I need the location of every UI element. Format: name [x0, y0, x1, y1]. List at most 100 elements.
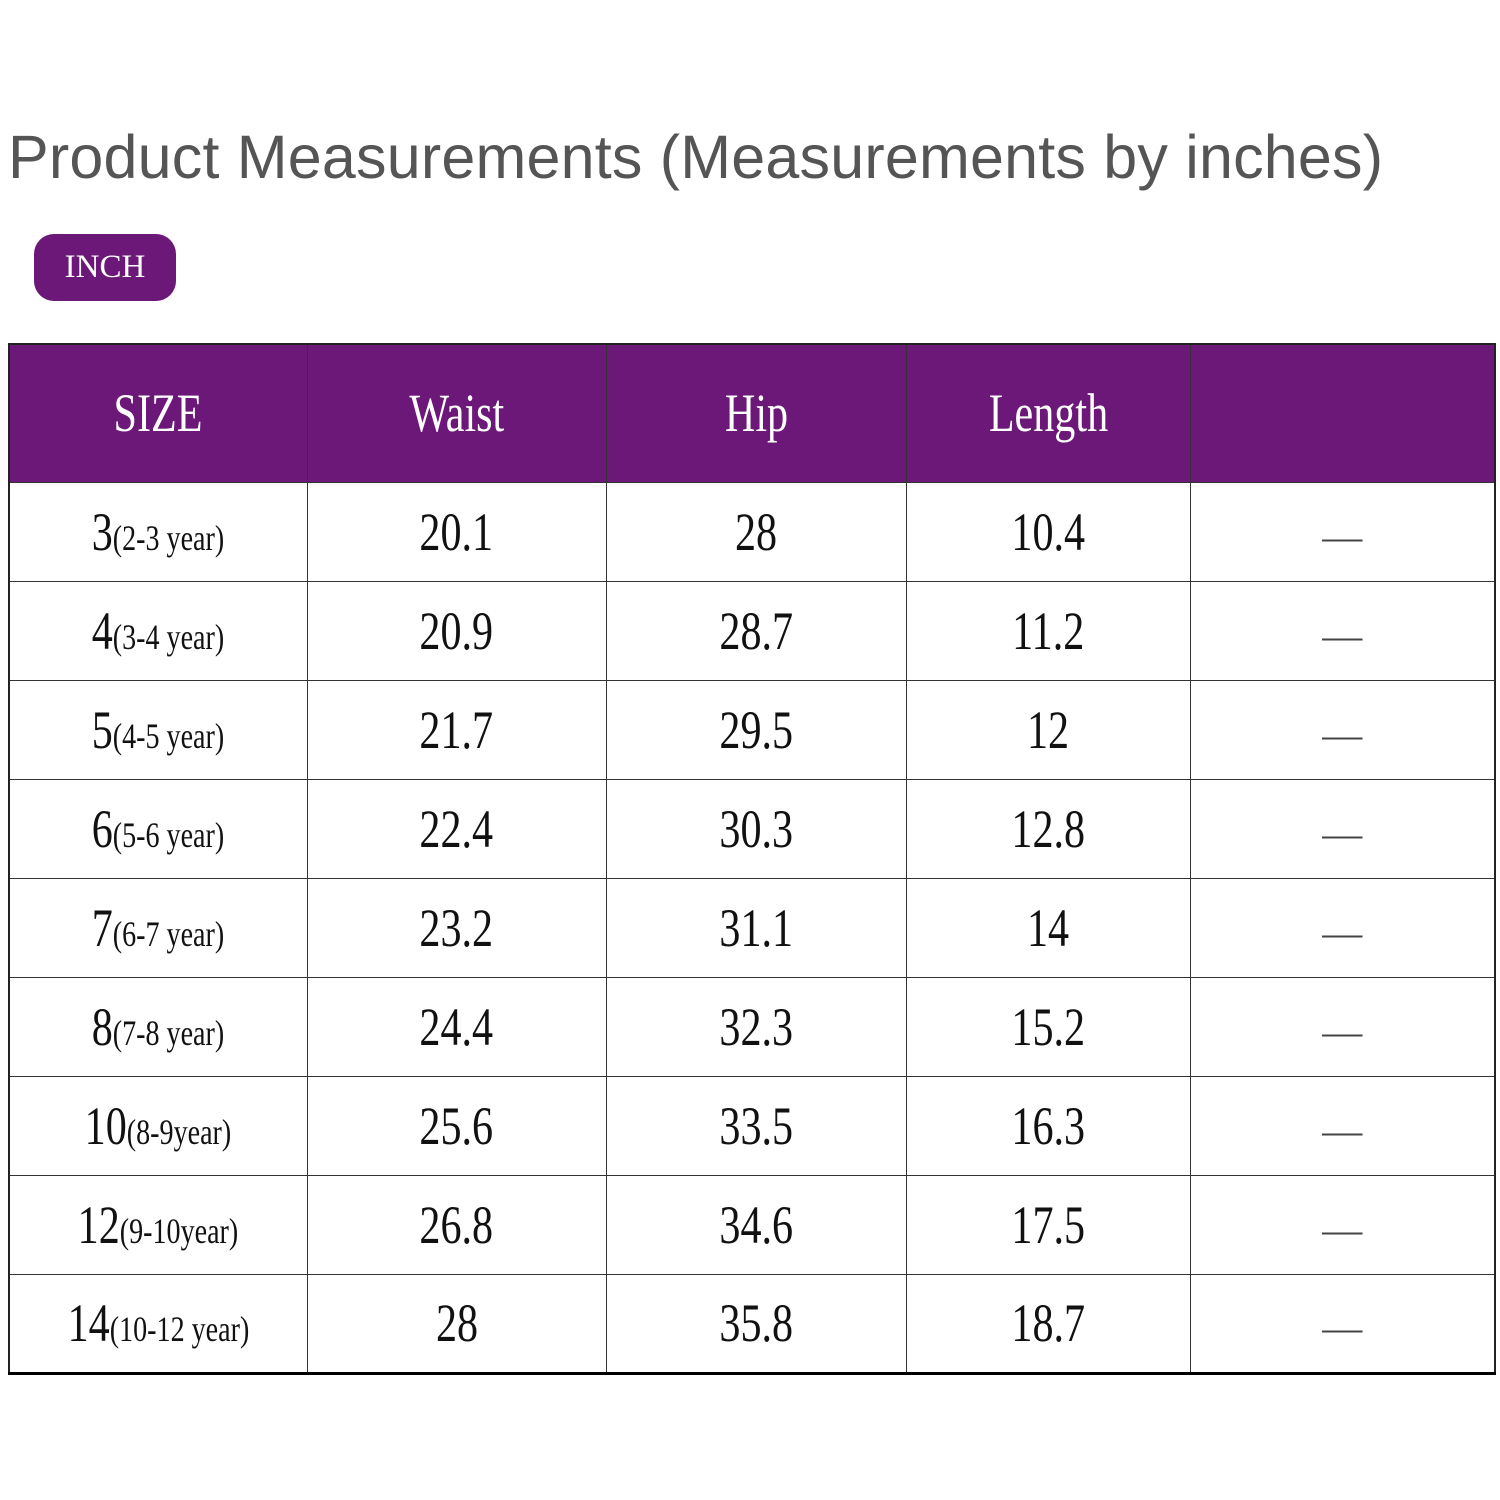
length-value: 10.4	[1011, 501, 1085, 562]
cell-size: 7(6-7 year)	[8, 877, 308, 978]
waist-value: 28	[435, 1293, 478, 1353]
cell-waist: 22.4	[306, 778, 607, 879]
cell-hip: 34.6	[605, 1174, 907, 1275]
cell-size: 4(3-4 year)	[8, 580, 308, 681]
page-title: Product Measurements (Measurements by in…	[8, 123, 1384, 191]
size-value: 5	[91, 699, 114, 760]
cell-length: 15.2	[905, 976, 1191, 1077]
cell-extra: —	[1189, 1075, 1496, 1176]
hip-value: 28.7	[719, 600, 793, 661]
cell-extra: —	[1189, 679, 1496, 780]
length-value: 14	[1026, 897, 1070, 958]
length-value: 12.8	[1011, 798, 1085, 859]
cell-waist: 28	[306, 1273, 607, 1375]
length-value: 12	[1026, 699, 1070, 760]
cell-hip: 33.5	[605, 1075, 907, 1176]
size-chart-table: SIZE Waist Hip Length 3(2-3 year) 20.1 28 1…	[8, 343, 1496, 1375]
age-range: (7-8 year)	[113, 1012, 225, 1053]
hip-value: 30.3	[719, 798, 793, 859]
age-range: (10-12 year)	[109, 1309, 250, 1349]
hip-value: 31.1	[719, 897, 793, 958]
waist-value: 25.6	[419, 1095, 494, 1156]
header-length-label: Length	[988, 383, 1108, 444]
hip-value: 34.6	[719, 1194, 793, 1255]
waist-value: 26.8	[419, 1194, 494, 1255]
header-size: SIZE	[8, 343, 308, 483]
cell-hip: 29.5	[605, 679, 907, 780]
length-value: 18.7	[1011, 1293, 1085, 1353]
cell-waist: 21.7	[306, 679, 607, 780]
cell-length: 11.2	[905, 580, 1191, 681]
cell-size: 12(9-10year)	[8, 1174, 308, 1275]
cell-size: 6(5-6 year)	[8, 778, 308, 879]
age-range: (6-7 year)	[113, 913, 225, 954]
table-row: 10(8-9year) 25.6 33.5 16.3 —	[8, 1075, 1496, 1176]
empty-dash: —	[1322, 1107, 1363, 1153]
size-value: 12	[77, 1194, 121, 1255]
empty-dash: —	[1322, 711, 1363, 757]
hip-value: 32.3	[719, 996, 793, 1057]
cell-extra: —	[1189, 778, 1496, 879]
cell-length: 12.8	[905, 778, 1191, 879]
cell-waist: 24.4	[306, 976, 607, 1077]
cell-extra: —	[1189, 1174, 1496, 1275]
table-row: 4(3-4 year) 20.9 28.7 11.2 —	[8, 580, 1496, 681]
cell-length: 12	[905, 679, 1191, 780]
size-value: 4	[91, 600, 114, 661]
cell-size: 3(2-3 year)	[8, 481, 308, 582]
cell-hip: 30.3	[605, 778, 907, 879]
header-length: Length	[905, 343, 1191, 483]
cell-extra: —	[1189, 877, 1496, 978]
header-hip-label: Hip	[724, 383, 788, 444]
cell-size: 5(4-5 year)	[8, 679, 308, 780]
header-size-label: SIZE	[113, 383, 203, 444]
empty-dash: —	[1322, 810, 1363, 856]
empty-dash: —	[1322, 909, 1363, 955]
age-range: (9-10year)	[120, 1210, 239, 1251]
cell-extra: —	[1189, 580, 1496, 681]
size-value: 8	[91, 996, 114, 1057]
table-row: 5(4-5 year) 21.7 29.5 12 —	[8, 679, 1496, 780]
table-row: 6(5-6 year) 22.4 30.3 12.8 —	[8, 778, 1496, 879]
cell-extra: —	[1189, 481, 1496, 582]
size-value: 3	[91, 501, 114, 562]
size-value: 7	[91, 897, 114, 958]
size-value: 10	[84, 1095, 128, 1156]
empty-dash: —	[1322, 1008, 1363, 1054]
length-value: 17.5	[1011, 1194, 1085, 1255]
cell-hip: 35.8	[605, 1273, 907, 1375]
cell-length: 18.7	[905, 1273, 1191, 1375]
cell-length: 17.5	[905, 1174, 1191, 1275]
waist-value: 24.4	[419, 996, 494, 1057]
header-waist-label: Waist	[409, 383, 504, 444]
header-hip: Hip	[605, 343, 907, 483]
empty-dash: —	[1322, 612, 1363, 658]
hip-value: 35.8	[719, 1293, 793, 1353]
header-empty	[1189, 343, 1496, 483]
size-value: 14	[67, 1293, 110, 1353]
table-row: 8(7-8 year) 24.4 32.3 15.2 —	[8, 976, 1496, 1077]
header-waist: Waist	[306, 343, 607, 483]
cell-hip: 28.7	[605, 580, 907, 681]
age-range: (4-5 year)	[113, 715, 225, 756]
cell-size: 14(10-12 year)	[8, 1273, 308, 1375]
cell-size: 8(7-8 year)	[8, 976, 308, 1077]
hip-value: 29.5	[719, 699, 793, 760]
cell-hip: 28	[605, 481, 907, 582]
table-row: 7(6-7 year) 23.2 31.1 14 —	[8, 877, 1496, 978]
cell-waist: 20.9	[306, 580, 607, 681]
size-value: 6	[91, 798, 114, 859]
cell-waist: 25.6	[306, 1075, 607, 1176]
table-row: 3(2-3 year) 20.1 28 10.4 —	[8, 481, 1496, 582]
cell-waist: 23.2	[306, 877, 607, 978]
unit-badge: INCH	[34, 234, 176, 301]
cell-length: 14	[905, 877, 1191, 978]
cell-extra: —	[1189, 1273, 1496, 1375]
cell-waist: 20.1	[306, 481, 607, 582]
length-value: 15.2	[1011, 996, 1085, 1057]
cell-size: 10(8-9year)	[8, 1075, 308, 1176]
age-range: (3-4 year)	[113, 616, 225, 657]
empty-dash: —	[1322, 1305, 1363, 1350]
waist-value: 21.7	[419, 699, 494, 760]
cell-extra: —	[1189, 976, 1496, 1077]
